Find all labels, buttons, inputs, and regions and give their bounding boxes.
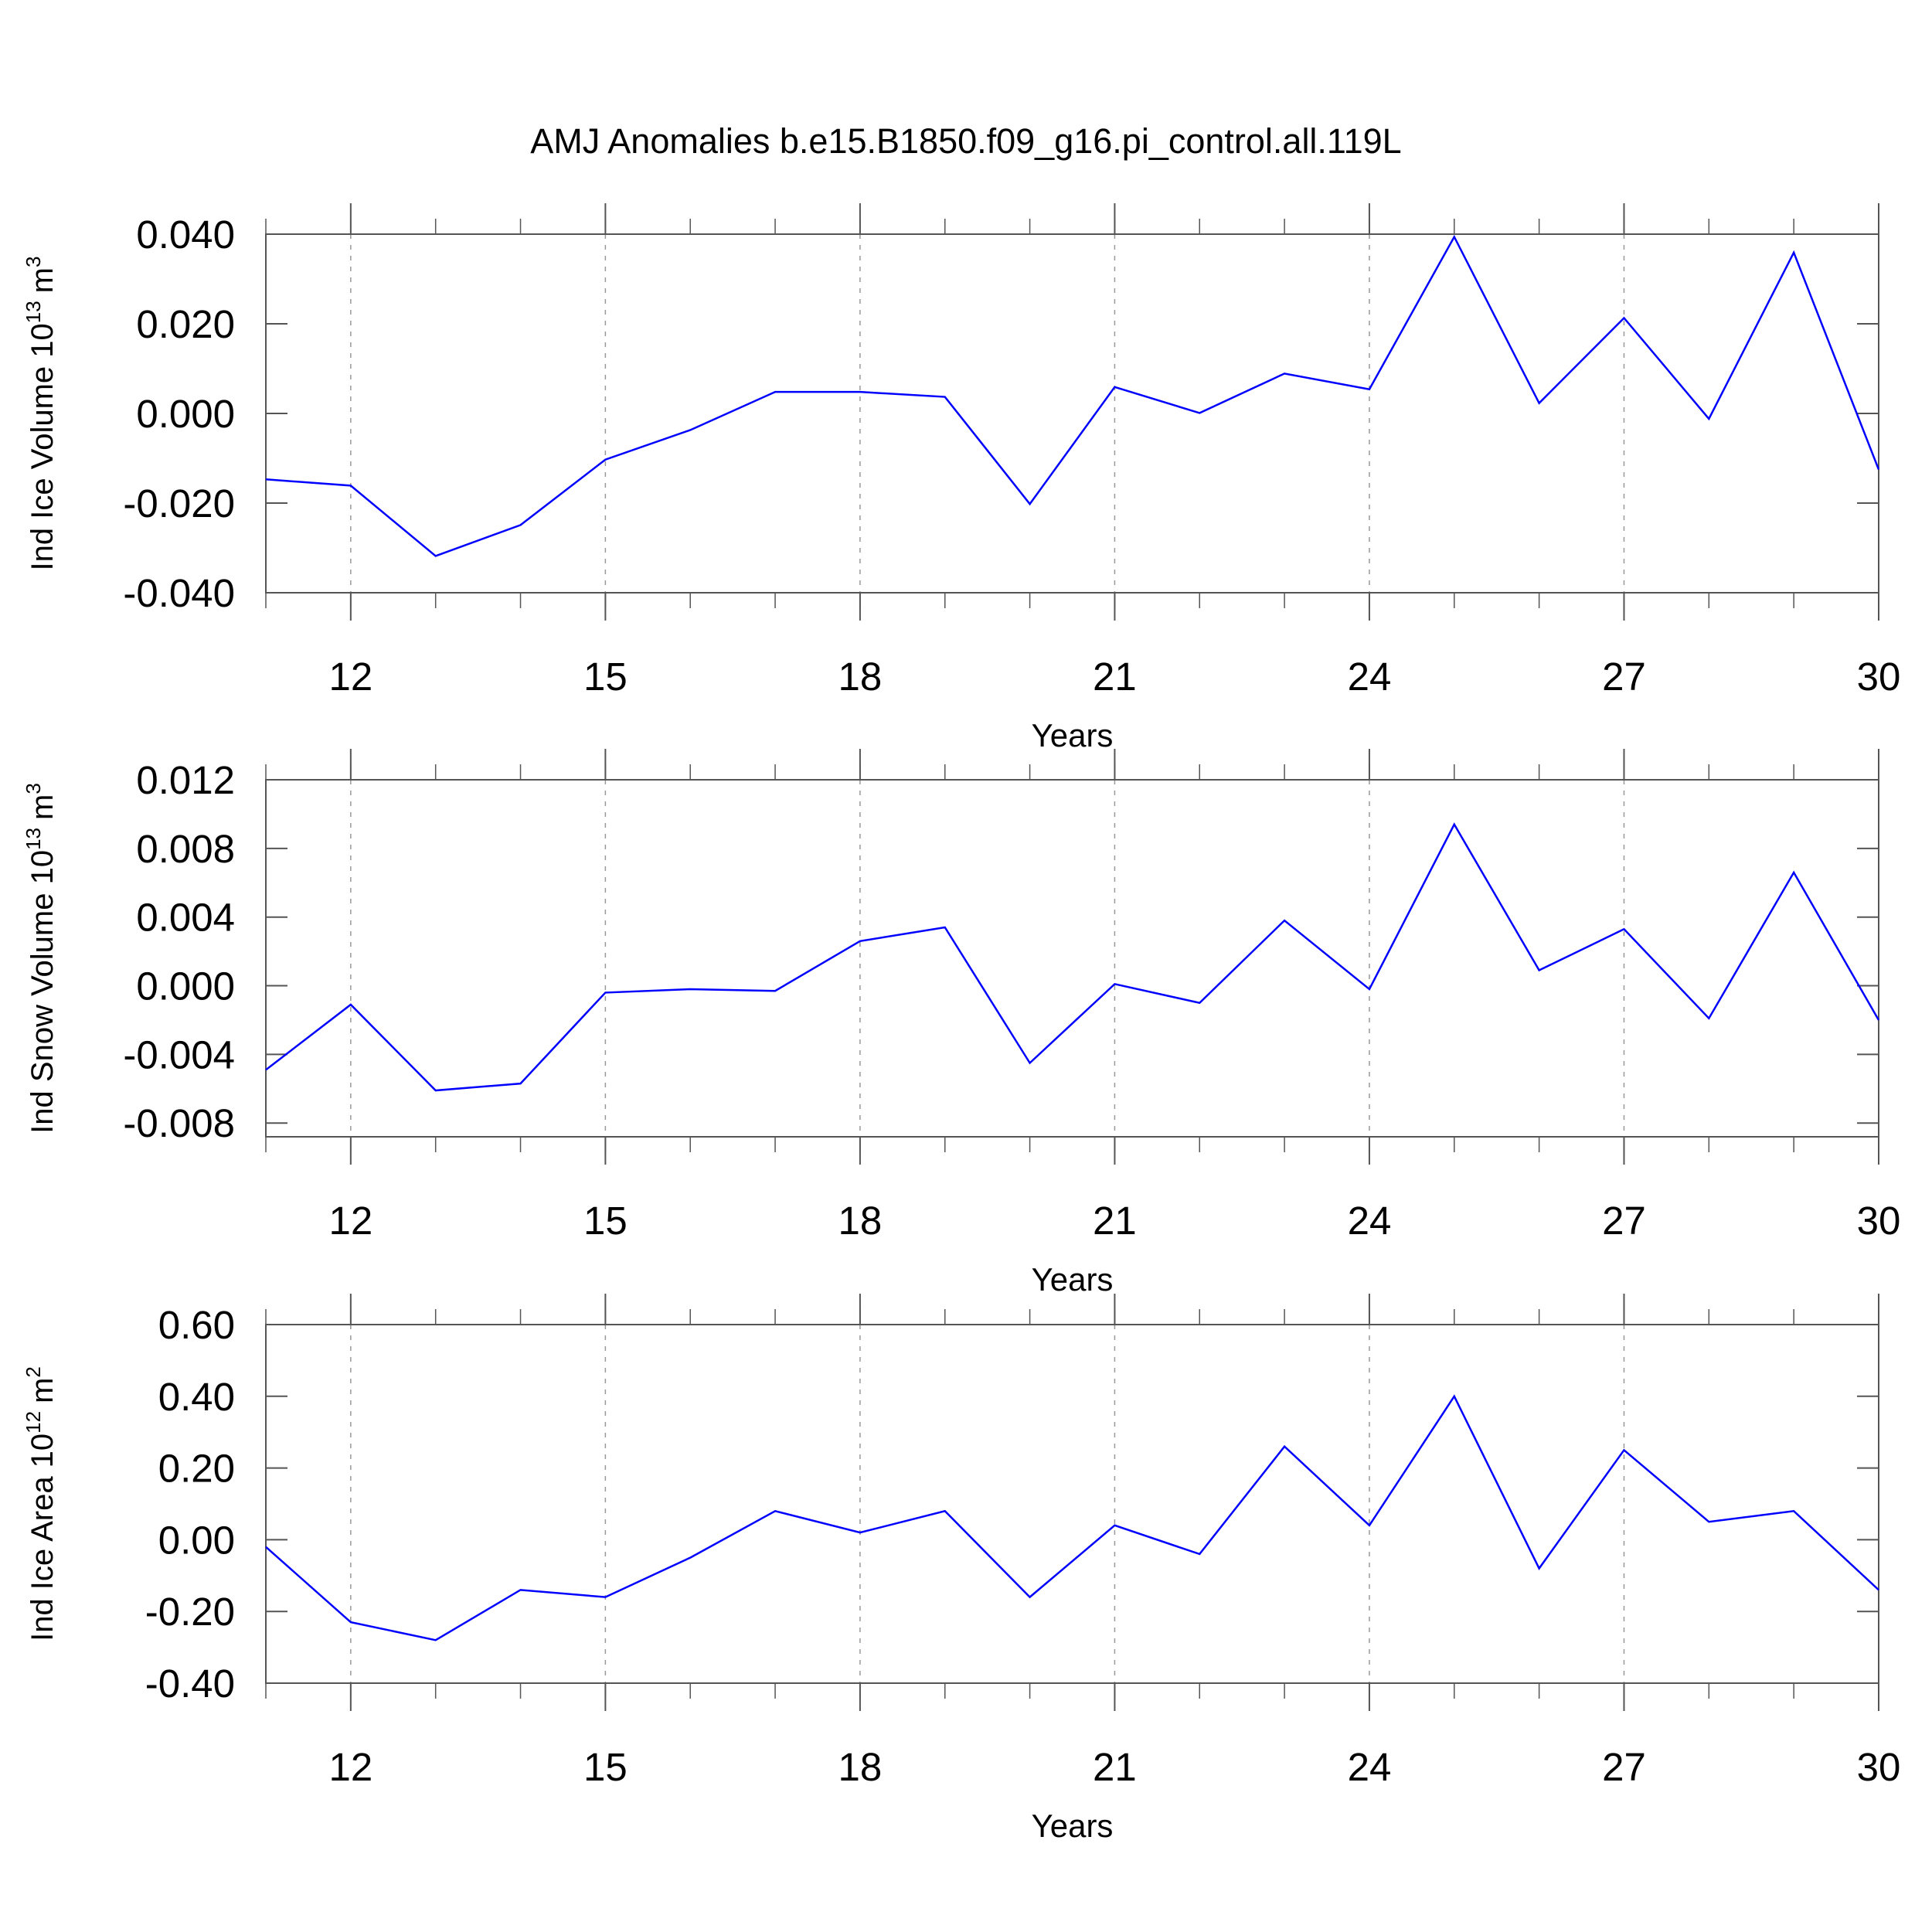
y-tick-label: 0.004 bbox=[136, 896, 235, 940]
x-tick-label: 21 bbox=[1093, 1199, 1137, 1243]
y-axis-label-exponent: 13 bbox=[22, 828, 45, 850]
y-axis-label-unit-exponent: 3 bbox=[22, 783, 45, 794]
plot-frame bbox=[265, 1324, 1879, 1684]
y-tick-label: 0.000 bbox=[136, 964, 235, 1009]
y-axis-label: Ind Ice Area 1012 m2 bbox=[22, 1366, 60, 1641]
x-tick-label: 18 bbox=[838, 655, 883, 699]
data-line bbox=[265, 234, 1880, 557]
x-tick-label: 24 bbox=[1348, 1199, 1392, 1243]
x-axis-label: Years bbox=[1032, 1808, 1114, 1844]
figure-title: AMJ Anomalies b.e15.B1850.f09_g16.pi_con… bbox=[530, 121, 1401, 161]
y-tick-label: 0.40 bbox=[158, 1375, 235, 1419]
y-tick-label: -0.008 bbox=[123, 1101, 235, 1145]
x-tick-label: 24 bbox=[1348, 655, 1392, 699]
y-axis-label-unit-exponent: 2 bbox=[22, 1366, 45, 1377]
y-tick-label: -0.20 bbox=[145, 1590, 235, 1634]
y-axis-label-unit: m bbox=[26, 1378, 60, 1403]
x-tick-label: 30 bbox=[1857, 655, 1901, 699]
y-tick-label: 0.00 bbox=[158, 1518, 235, 1562]
y-axis-label-text: Ind Ice Volume 10 bbox=[26, 323, 60, 570]
y-tick-label: 0.012 bbox=[136, 758, 235, 802]
x-tick-label: 18 bbox=[838, 1199, 883, 1243]
y-axis-label: Ind Ice Volume 1013 m3 bbox=[22, 257, 60, 571]
x-tick-label: 27 bbox=[1602, 1199, 1646, 1243]
plot-frame bbox=[265, 233, 1879, 594]
x-tick-label: 15 bbox=[583, 1199, 628, 1243]
x-tick-label: 30 bbox=[1857, 1199, 1901, 1243]
y-tick-label: 0.008 bbox=[136, 827, 235, 871]
y-axis-label-unit: m bbox=[26, 794, 60, 820]
y-tick-label: 0.020 bbox=[136, 302, 235, 346]
y-tick-label: 0.040 bbox=[136, 213, 235, 257]
x-tick-label: 27 bbox=[1602, 655, 1646, 699]
x-tick-label: 21 bbox=[1093, 655, 1137, 699]
y-tick-label: -0.040 bbox=[123, 571, 235, 615]
x-tick-label: 30 bbox=[1857, 1745, 1901, 1789]
x-tick-label: 12 bbox=[328, 1745, 372, 1789]
y-tick-label: -0.40 bbox=[145, 1662, 235, 1706]
x-tick-label: 21 bbox=[1093, 1745, 1137, 1789]
x-tick-label: 18 bbox=[838, 1745, 883, 1789]
y-axis-label-exponent: 13 bbox=[22, 301, 45, 323]
data-line bbox=[265, 822, 1880, 1092]
plot-frame bbox=[265, 779, 1879, 1138]
y-tick-label: 0.60 bbox=[158, 1303, 235, 1347]
x-tick-label: 27 bbox=[1602, 1745, 1646, 1789]
y-axis-label-unit: m bbox=[26, 267, 60, 293]
x-tick-label: 15 bbox=[583, 655, 628, 699]
x-tick-label: 12 bbox=[328, 1199, 372, 1243]
y-axis-label-text: Ind Ice Area 10 bbox=[26, 1434, 60, 1641]
data-line bbox=[265, 1394, 1879, 1641]
y-axis-label-text: Ind Snow Volume 10 bbox=[26, 850, 60, 1134]
y-tick-label: 0.20 bbox=[158, 1447, 235, 1491]
y-tick-label: -0.004 bbox=[123, 1032, 235, 1077]
y-axis-label-unit-exponent: 3 bbox=[22, 257, 45, 267]
y-tick-label: -0.020 bbox=[123, 481, 235, 526]
x-axis-label: Years bbox=[1032, 717, 1114, 753]
x-axis-label: Years bbox=[1032, 1261, 1114, 1298]
y-tick-label: 0.000 bbox=[136, 392, 235, 436]
y-axis-label-exponent: 12 bbox=[22, 1411, 45, 1434]
x-tick-label: 12 bbox=[328, 655, 372, 699]
x-tick-label: 24 bbox=[1348, 1745, 1392, 1789]
x-tick-label: 15 bbox=[583, 1745, 628, 1789]
y-axis-label: Ind Snow Volume 1013 m3 bbox=[22, 783, 60, 1134]
